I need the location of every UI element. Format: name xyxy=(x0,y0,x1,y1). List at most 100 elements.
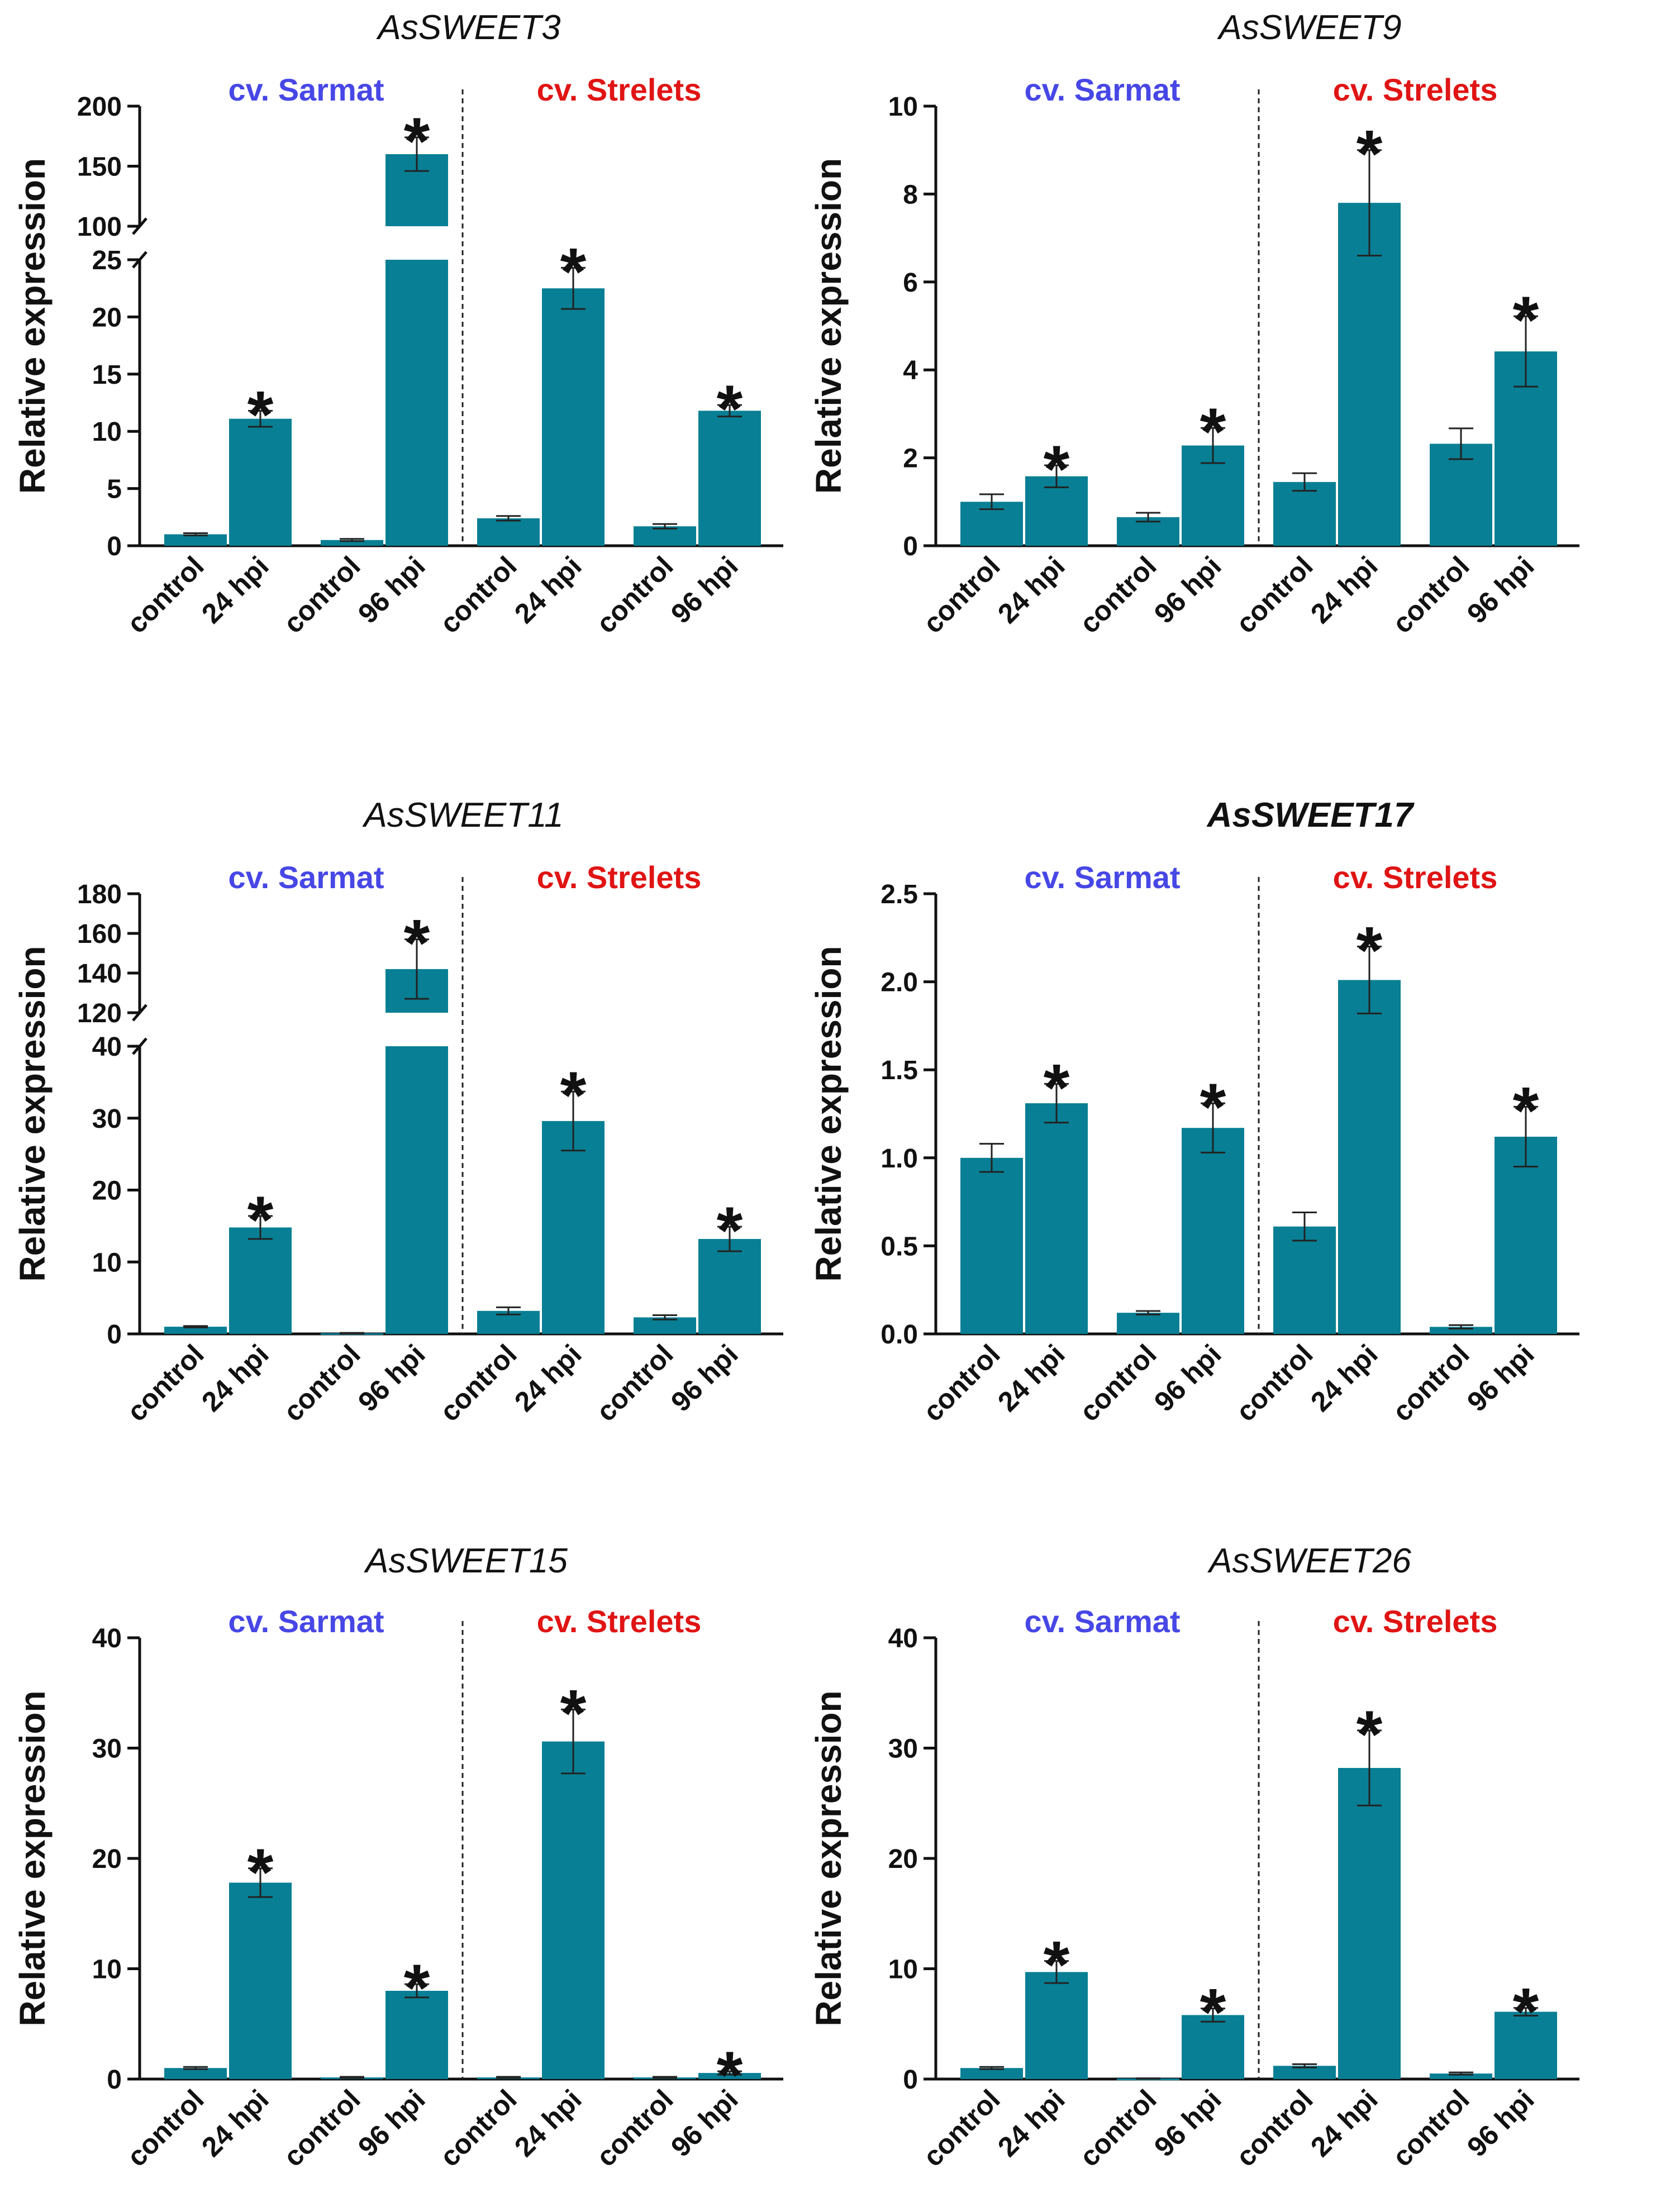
y-tick-label: 0.0 xyxy=(881,1320,918,1350)
x-tick-label: 96 hpi xyxy=(1148,2084,1227,2163)
bar xyxy=(321,540,383,546)
y-axis: 0.0 0.5 1.0 1.5 2.0 2.5 xyxy=(881,880,937,1350)
y-tick-label: 25 xyxy=(92,246,122,275)
bar xyxy=(164,1327,227,1334)
significance-star: * xyxy=(1513,1975,1539,2049)
significance-star: * xyxy=(1200,394,1226,469)
x-tick-label: 96 hpi xyxy=(1148,1338,1227,1418)
y-tick-label: 2 xyxy=(903,444,918,474)
group-label-sarmat: cv. Sarmat xyxy=(1024,860,1180,895)
group-label-strelets: cv. Strelets xyxy=(537,1604,702,1639)
x-tick-label: control xyxy=(434,1338,522,1427)
chart-title: AsSWEET3 xyxy=(375,8,560,47)
x-tick-label: control xyxy=(121,2084,210,2172)
group-label-sarmat: cv. Sarmat xyxy=(228,1604,384,1639)
bar xyxy=(960,1157,1023,1334)
y-tick-label: 10 xyxy=(888,1955,918,1985)
group-label-strelets: cv. Strelets xyxy=(537,72,702,107)
y-tick-label: 0 xyxy=(107,2065,122,2095)
bar xyxy=(477,518,540,546)
y-tick-label: 100 xyxy=(77,212,122,242)
bar xyxy=(1182,1128,1244,1334)
y-tick-label: 8 xyxy=(903,180,918,209)
y-tick-label: 0 xyxy=(107,1320,122,1350)
y-tick-label: 20 xyxy=(92,1844,122,1874)
bar xyxy=(698,2073,761,2079)
x-tick-label: control xyxy=(590,2084,679,2172)
y-axis-label: Relative expression xyxy=(808,1690,849,2026)
significance-star: * xyxy=(404,906,430,981)
x-tick-label: control xyxy=(1386,2084,1475,2172)
bar xyxy=(229,1227,292,1334)
x-tick-label: control xyxy=(917,550,1006,639)
x-tick-label: control xyxy=(590,550,679,639)
y-tick-label: 140 xyxy=(77,959,122,989)
chart-title: AsSWEET11 xyxy=(361,796,563,835)
y-tick-label: 200 xyxy=(77,92,122,122)
significance-star: * xyxy=(560,234,587,309)
y-tick-label: 4 xyxy=(903,356,918,385)
x-tick-label: control xyxy=(277,550,366,639)
bar xyxy=(698,1239,761,1334)
significance-star: * xyxy=(1357,1697,1383,1772)
chart-title: AsSWEET17 xyxy=(1206,796,1415,835)
bar xyxy=(698,411,761,546)
x-tick-label: control xyxy=(277,2084,366,2172)
group-label-strelets: cv. Strelets xyxy=(1333,1604,1498,1639)
group-label-strelets: cv. Strelets xyxy=(1333,72,1498,107)
y-tick-label: 10 xyxy=(92,1955,122,1985)
y-tick-label: 0.5 xyxy=(881,1232,918,1261)
y-tick-label: 5 xyxy=(107,475,122,504)
significance-star: * xyxy=(248,1183,274,1257)
bar xyxy=(1273,482,1336,546)
x-tick-label: control xyxy=(1073,550,1162,639)
bar xyxy=(1338,1768,1401,2079)
y-tick-label: 30 xyxy=(888,1734,918,1764)
x-tick-label: 24 hpi xyxy=(992,1338,1071,1418)
y-tick-label: 20 xyxy=(92,1176,122,1206)
y-tick-label: 0 xyxy=(903,532,918,561)
significance-star: * xyxy=(1200,1070,1226,1145)
significance-star: * xyxy=(1357,117,1383,192)
bar xyxy=(1430,444,1492,546)
bar xyxy=(229,1882,292,2079)
y-axis-label: Relative expression xyxy=(808,946,849,1281)
x-tick-label: 24 hpi xyxy=(992,550,1071,630)
chart-title: AsSWEET26 xyxy=(1207,1542,1411,1580)
y-tick-label: 1.0 xyxy=(881,1144,918,1174)
x-tick-label: 96 hpi xyxy=(352,1338,431,1418)
significance-star: * xyxy=(1513,283,1539,357)
x-tick-label: 24 hpi xyxy=(508,1338,588,1418)
x-tick-label: control xyxy=(121,550,210,639)
chart-panel-assweet26: AsSWEET26 Relative expression 0 10 20 30 40 cv.… xyxy=(808,1542,1579,2173)
bar xyxy=(385,1991,448,2079)
chart-panel-assweet15: AsSWEET15 Relative expression 0 10 20 30 40 cv.… xyxy=(12,1542,783,2173)
y-axis: 0 2 4 6 8 10 xyxy=(888,92,937,561)
significance-star: * xyxy=(248,1835,274,1910)
y-axis: 0 10 20 30 40 120 140 160 180 xyxy=(77,880,147,1350)
x-tick-label: 24 hpi xyxy=(1305,1338,1384,1418)
bar xyxy=(1025,1972,1088,2079)
x-tick-label: control xyxy=(1386,550,1475,639)
bar xyxy=(1117,1313,1179,1334)
x-tick-label: 96 hpi xyxy=(1461,1338,1540,1418)
x-tick-label: 96 hpi xyxy=(665,1338,744,1418)
y-tick-label: 10 xyxy=(92,1248,122,1277)
y-tick-label: 40 xyxy=(92,1032,122,1062)
bar xyxy=(385,260,448,546)
y-tick-label: 0 xyxy=(903,2065,918,2095)
group-label-sarmat: cv. Sarmat xyxy=(1024,72,1180,107)
y-tick-label: 30 xyxy=(92,1734,122,1764)
chart-title: AsSWEET15 xyxy=(363,1542,568,1580)
significance-star: * xyxy=(404,104,430,179)
x-tick-label: control xyxy=(1230,2084,1319,2172)
x-tick-label: 24 hpi xyxy=(196,550,275,630)
significance-star: * xyxy=(404,1951,430,2025)
bar xyxy=(1025,1103,1088,1334)
y-axis: 0 10 20 30 40 xyxy=(92,1624,141,2095)
bar xyxy=(164,2068,227,2079)
group-label-strelets: cv. Strelets xyxy=(1333,860,1498,895)
y-tick-label: 30 xyxy=(92,1104,122,1134)
significance-star: * xyxy=(1044,1928,1070,2003)
significance-star: * xyxy=(717,2038,743,2113)
